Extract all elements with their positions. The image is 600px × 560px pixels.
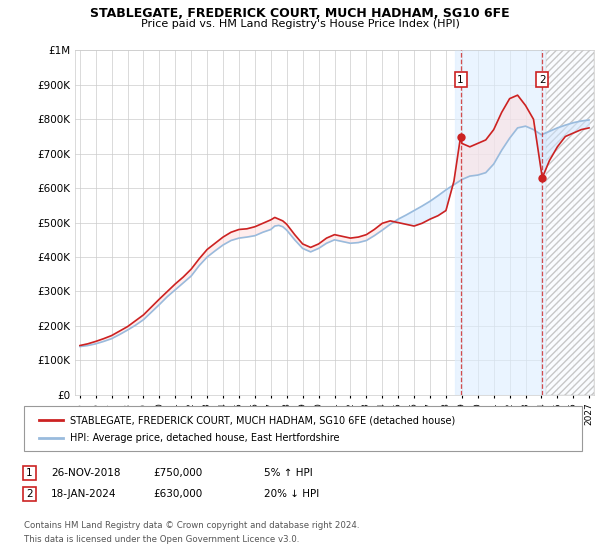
Text: This data is licensed under the Open Government Licence v3.0.: This data is licensed under the Open Gov…	[24, 535, 299, 544]
Bar	[546, 50, 594, 395]
Text: Contains HM Land Registry data © Crown copyright and database right 2024.: Contains HM Land Registry data © Crown c…	[24, 521, 359, 530]
Bar	[455, 50, 594, 395]
Text: Price paid vs. HM Land Registry's House Price Index (HPI): Price paid vs. HM Land Registry's House …	[140, 19, 460, 29]
Text: 2: 2	[26, 489, 33, 499]
Text: HPI: Average price, detached house, East Hertfordshire: HPI: Average price, detached house, East…	[70, 433, 340, 444]
Text: £750,000: £750,000	[153, 468, 202, 478]
Text: 1: 1	[26, 468, 33, 478]
Text: £630,000: £630,000	[153, 489, 202, 499]
Text: 18-JAN-2024: 18-JAN-2024	[51, 489, 116, 499]
Text: 5% ↑ HPI: 5% ↑ HPI	[264, 468, 313, 478]
Text: STABLEGATE, FREDERICK COURT, MUCH HADHAM, SG10 6FE: STABLEGATE, FREDERICK COURT, MUCH HADHAM…	[90, 7, 510, 20]
Text: 26-NOV-2018: 26-NOV-2018	[51, 468, 121, 478]
Text: STABLEGATE, FREDERICK COURT, MUCH HADHAM, SG10 6FE (detached house): STABLEGATE, FREDERICK COURT, MUCH HADHAM…	[70, 416, 455, 426]
Text: 1: 1	[457, 74, 464, 85]
Text: 20% ↓ HPI: 20% ↓ HPI	[264, 489, 319, 499]
Text: 2: 2	[539, 74, 545, 85]
